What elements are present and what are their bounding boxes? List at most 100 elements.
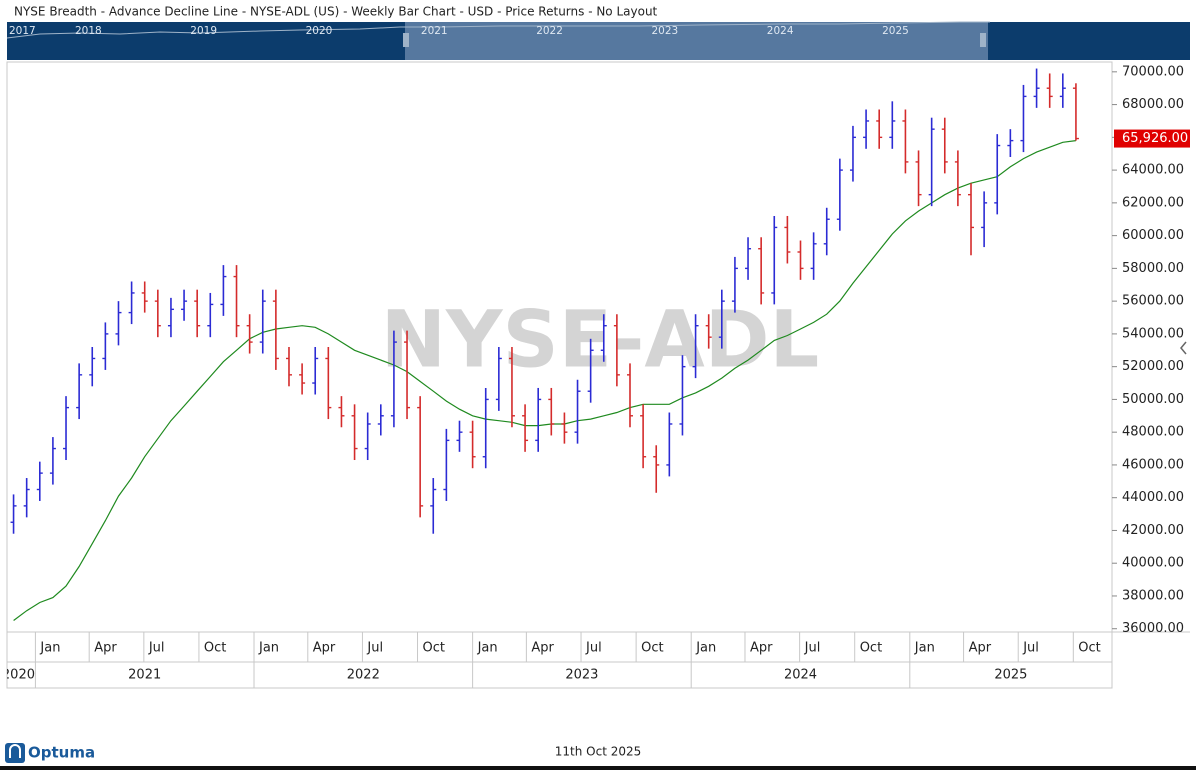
chart-title: NYSE Breadth - Advance Decline Line - NY… bbox=[14, 5, 658, 19]
ohlc-bar bbox=[1072, 83, 1079, 141]
x-tick-label: Jul bbox=[1022, 641, 1039, 656]
year-label: 2020 bbox=[2, 668, 35, 683]
year-label: 2021 bbox=[128, 668, 161, 683]
ohlc-bar bbox=[836, 158, 843, 231]
ohlc-bar bbox=[666, 412, 673, 477]
ohlc-bar bbox=[561, 412, 568, 444]
ohlc-bar bbox=[548, 387, 555, 436]
x-tick-label: Jul bbox=[366, 641, 383, 656]
ohlc-bar bbox=[954, 150, 961, 207]
navigator-year: 2018 bbox=[75, 25, 102, 37]
x-tick-label: Oct bbox=[204, 641, 226, 656]
x-tick-label: Jan bbox=[914, 641, 935, 656]
ohlc-bar bbox=[731, 256, 738, 313]
x-tick-label: Oct bbox=[641, 641, 663, 656]
ohlc-bar bbox=[338, 396, 345, 428]
ohlc-bar bbox=[863, 109, 870, 149]
ohlc-bar bbox=[10, 494, 17, 534]
navigator-year: 2025 bbox=[882, 25, 909, 37]
y-tick-label: 50000.00 bbox=[1122, 392, 1184, 407]
x-tick-label: Oct bbox=[423, 641, 445, 656]
y-tick-label: 46000.00 bbox=[1122, 457, 1184, 472]
y-tick-label: 68000.00 bbox=[1122, 97, 1184, 112]
ohlc-bar bbox=[902, 109, 909, 174]
x-tick-label: Jan bbox=[258, 641, 279, 656]
ohlc-bar bbox=[745, 237, 752, 280]
ohlc-bar bbox=[784, 215, 791, 264]
ohlc-bar bbox=[89, 347, 96, 387]
ohlc-bar bbox=[810, 232, 817, 280]
navigator-year: 2019 bbox=[190, 25, 217, 37]
ohlc-bar bbox=[981, 191, 988, 248]
ohlc-bar bbox=[443, 428, 450, 501]
ohlc-bar bbox=[23, 478, 30, 518]
navigator-year: 2020 bbox=[306, 25, 333, 37]
ohlc-bar bbox=[915, 150, 922, 207]
ohlc-bar bbox=[207, 292, 214, 338]
ohlc-bar bbox=[876, 109, 883, 149]
y-tick-label: 48000.00 bbox=[1122, 425, 1184, 440]
ohlc-bar bbox=[626, 363, 633, 428]
y-tick-label: 38000.00 bbox=[1122, 588, 1184, 603]
ohlc-bar bbox=[522, 404, 529, 452]
navigator-year: 2024 bbox=[767, 25, 794, 37]
navigator-window[interactable] bbox=[405, 22, 988, 60]
ohlc-bar bbox=[849, 125, 856, 182]
ohlc-bar bbox=[889, 101, 896, 149]
y-tick-label: 62000.00 bbox=[1122, 195, 1184, 210]
x-tick-label: Oct bbox=[1078, 641, 1100, 656]
ohlc-bar bbox=[167, 297, 174, 338]
ohlc-bar bbox=[823, 207, 830, 256]
last-price-label: 65,926.00 bbox=[1122, 131, 1188, 146]
ohlc-bar bbox=[430, 478, 437, 534]
ohlc-bar bbox=[1046, 73, 1053, 108]
year-axis: 2020 2021 2022 2023 2024 2025 bbox=[2, 662, 1027, 688]
y-tick-label: 42000.00 bbox=[1122, 523, 1184, 538]
y-tick-label: 60000.00 bbox=[1122, 228, 1184, 243]
ohlc-bar bbox=[233, 265, 240, 338]
moving-average-line bbox=[13, 140, 1076, 621]
navigator-handle[interactable] bbox=[980, 33, 986, 47]
ohlc-bar bbox=[600, 314, 607, 362]
ohlc-bar bbox=[404, 330, 411, 420]
ohlc-bar bbox=[679, 355, 686, 436]
y-tick-label: 54000.00 bbox=[1122, 326, 1184, 341]
navigator-year: 2022 bbox=[536, 25, 563, 37]
ohlc-bar bbox=[456, 420, 463, 452]
x-tick-label: Apr bbox=[969, 641, 992, 656]
ohlc-bar bbox=[1007, 129, 1014, 157]
ohlc-bar bbox=[508, 347, 515, 428]
scroll-arrow[interactable] bbox=[1180, 341, 1187, 355]
navigator-year: 2021 bbox=[421, 25, 448, 37]
logo-glyph bbox=[9, 744, 21, 758]
ohlc-bar bbox=[259, 289, 266, 354]
last-price-box bbox=[1114, 129, 1190, 148]
y-tick-label: 58000.00 bbox=[1122, 261, 1184, 276]
ohlc-bar bbox=[102, 322, 109, 370]
x-tick-label: Jan bbox=[39, 641, 60, 656]
ohlc-bar bbox=[181, 289, 188, 321]
ohlc-bar bbox=[613, 314, 620, 387]
ohlc-bar bbox=[351, 404, 358, 461]
watermark: NYSE-ADL bbox=[381, 295, 819, 385]
y-tick-label: 64000.00 bbox=[1122, 163, 1184, 178]
y-tick-label: 70000.00 bbox=[1122, 64, 1184, 79]
year-label: 2024 bbox=[784, 668, 817, 683]
ohlc-bar bbox=[469, 420, 476, 469]
x-tick-label: Jul bbox=[585, 641, 602, 656]
ohlc-bar bbox=[495, 347, 502, 411]
ohlc-bar bbox=[797, 240, 804, 280]
ohlc-bar bbox=[1020, 84, 1027, 153]
ohlc-bar bbox=[312, 347, 319, 395]
year-label: 2025 bbox=[994, 668, 1027, 683]
navigator-handle[interactable] bbox=[403, 33, 409, 47]
ohlc-bar bbox=[220, 265, 227, 316]
x-tick-label: Apr bbox=[313, 641, 336, 656]
ohlc-bar bbox=[718, 289, 725, 349]
year-label: 2023 bbox=[565, 668, 598, 683]
ohlc-bar bbox=[574, 379, 581, 444]
ohlc-bar bbox=[76, 363, 83, 420]
y-tick-label: 56000.00 bbox=[1122, 294, 1184, 309]
x-tick-label: Jan bbox=[695, 641, 716, 656]
